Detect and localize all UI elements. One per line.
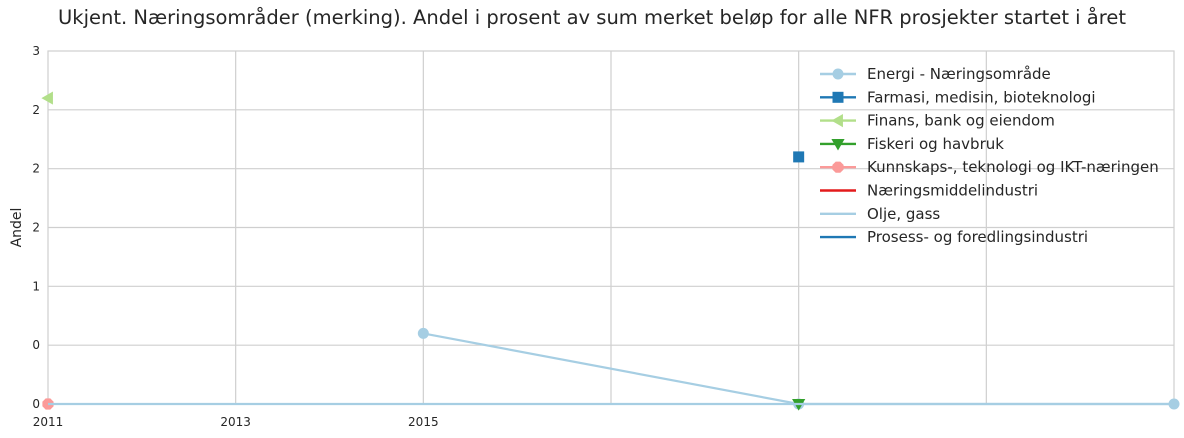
legend-swatch-marker xyxy=(832,68,844,80)
x-tick-label: 2013 xyxy=(220,415,251,429)
legend-item: Farmasi, medisin, bioteknologi xyxy=(820,88,1096,106)
y-tick-label: 0 xyxy=(32,338,40,352)
legend-label: Prosess- og foredlingsindustri xyxy=(867,228,1088,246)
chart-title: Ukjent. Næringsområder (merking). Andel … xyxy=(58,6,1126,29)
y-tick-label: 1 xyxy=(32,279,40,293)
y-tick-label: 2 xyxy=(32,221,40,235)
legend-label: Fiskeri og havbruk xyxy=(867,135,1004,153)
grid xyxy=(48,51,1174,404)
legend-label: Energi - Næringsområde xyxy=(867,65,1051,83)
x-tick-label: 2011 xyxy=(33,415,64,429)
legend-swatch-marker xyxy=(832,91,844,103)
legend-swatch-marker xyxy=(832,161,844,173)
legend-item: Prosess- og foredlingsindustri xyxy=(820,228,1088,246)
legend-item: Olje, gass xyxy=(820,205,940,223)
legend-label: Finans, bank og eiendom xyxy=(867,112,1055,130)
y-tick-label: 3 xyxy=(32,44,40,58)
y-axis-label: Andel xyxy=(9,208,25,248)
legend-swatch-marker xyxy=(831,138,845,151)
data-point xyxy=(793,151,805,163)
legend-label: Næringsmiddelindustri xyxy=(867,182,1038,200)
y-tick-label: 2 xyxy=(32,103,40,117)
legend-label: Kunnskaps-, teknologi og IKT-næringen xyxy=(867,158,1159,176)
legend-item: Fiskeri og havbruk xyxy=(820,135,1004,153)
legend-item: Næringsmiddelindustri xyxy=(820,182,1038,200)
legend-swatch-marker xyxy=(831,114,843,128)
y-tick-label: 2 xyxy=(32,162,40,176)
legend-label: Olje, gass xyxy=(867,205,940,223)
legend-item: Energi - Næringsområde xyxy=(820,65,1051,83)
data-point xyxy=(417,327,429,339)
y-tick-label: 0 xyxy=(32,397,40,411)
series xyxy=(41,91,53,105)
legend-item: Kunnskaps-, teknologi og IKT-næringen xyxy=(820,158,1159,176)
series xyxy=(793,151,805,163)
x-tick-label: 2015 xyxy=(408,415,439,429)
legend-label: Farmasi, medisin, bioteknologi xyxy=(867,88,1096,106)
data-point xyxy=(41,91,53,105)
legend-item: Finans, bank og eiendom xyxy=(820,112,1055,130)
legend: Energi - Næringsområde Farmasi, medisin, … xyxy=(820,65,1159,246)
